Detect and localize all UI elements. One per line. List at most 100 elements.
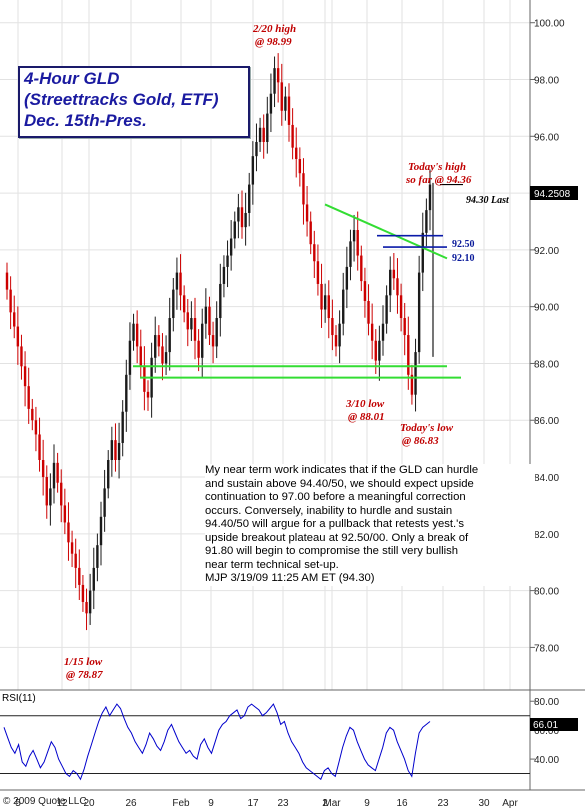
candle-body	[103, 488, 106, 517]
candle-body	[215, 318, 218, 347]
rsi-tick-label: 60.00	[534, 726, 559, 737]
candle-body	[327, 295, 330, 319]
candle-body	[197, 340, 200, 358]
candle-body	[193, 318, 197, 341]
candle-body	[9, 289, 12, 313]
candle-body	[305, 204, 309, 222]
candle-body	[128, 340, 132, 375]
x-tick-label: 9	[364, 798, 370, 809]
candle-body	[367, 300, 370, 324]
candle-body	[276, 68, 280, 83]
x-tick-label: Feb	[172, 798, 190, 809]
candle-body	[320, 283, 323, 310]
rsi-tick-label: 40.00	[534, 755, 559, 766]
candle-body	[5, 272, 9, 290]
commentary-line: upside breakout plateau at 92.50/00. Onl…	[205, 531, 469, 544]
candle-body	[132, 323, 135, 341]
commentary-line: continuation to 97.00 before a meaningfu…	[205, 491, 466, 503]
candle-body	[331, 318, 334, 336]
candle-body	[85, 601, 88, 614]
x-tick-label: 26	[125, 798, 137, 809]
x-tick-label: 12	[56, 798, 68, 809]
title-line-1: 4-Hour GLD	[24, 69, 120, 88]
candle-body	[237, 207, 240, 222]
candle-body	[56, 462, 59, 483]
x-tick-label: 23	[437, 798, 449, 809]
commentary-line: My near term work indicates that if the …	[205, 464, 479, 476]
y-tick-label: 88.00	[534, 359, 559, 370]
analyst-commentary: My near term work indicates that if the …	[205, 464, 535, 586]
candle-body	[96, 545, 99, 568]
trendlines	[133, 203, 461, 379]
candle-body	[179, 272, 182, 296]
candle-body	[255, 141, 258, 157]
commentary-line: 91.80 will begin to compromise the still…	[205, 545, 459, 557]
candle-body	[45, 477, 48, 506]
rsi-panel: 80.00 60.00 40.00	[0, 697, 559, 781]
candle-body	[251, 156, 255, 185]
candle-body	[240, 207, 244, 228]
candle-body	[316, 261, 320, 284]
candle-body	[262, 127, 265, 142]
candle-body	[345, 266, 349, 290]
x-tick-label: 20	[83, 798, 95, 809]
candle-body	[157, 335, 161, 347]
candle-body	[20, 346, 23, 367]
candle-body	[208, 306, 211, 336]
candle-body	[52, 462, 56, 489]
candle-body	[182, 295, 186, 313]
candle-body	[23, 366, 27, 387]
x-tick-label: Mar	[323, 798, 341, 809]
level-92-50-label: 92.50	[452, 239, 475, 250]
candle-body	[164, 352, 168, 364]
candle-body	[41, 460, 45, 478]
commentary-line: 94.40/50 will argue for a pullback that …	[205, 518, 464, 530]
candle-body	[425, 210, 428, 233]
y-tick-label: 92.00	[534, 246, 559, 257]
candle-body	[407, 335, 410, 375]
x-tick-label: 17	[247, 798, 259, 809]
candle-body	[219, 283, 222, 319]
y-tick-label: 82.00	[534, 530, 559, 541]
x-tick-label: Apr	[502, 798, 518, 809]
rsi-value: 66.01	[533, 720, 558, 731]
today-high-label: Today's high	[408, 161, 466, 173]
candle-body	[190, 318, 193, 330]
candle-body	[121, 411, 124, 443]
feb-high-label: 2/20 high	[252, 23, 296, 35]
candle-body	[99, 516, 103, 546]
y-tick-label: 90.00	[534, 303, 559, 314]
candle-body	[139, 346, 142, 367]
rsi-value-box	[530, 718, 578, 731]
candle-body	[143, 366, 146, 392]
candle-body	[226, 255, 229, 267]
axis-lines	[0, 0, 585, 791]
candle-body	[360, 255, 363, 282]
level-lines	[377, 183, 463, 248]
candle-body	[186, 312, 189, 330]
y-tick-label: 100.00	[534, 19, 565, 30]
candle-body	[295, 147, 298, 160]
x-tick-label: 16	[396, 798, 408, 809]
candle-body	[287, 96, 291, 125]
candle-body	[211, 335, 215, 347]
copyright: © 2009 Quote LLC	[3, 796, 87, 807]
commentary-line: and sustain above 94.40/50, we should ex…	[205, 477, 474, 490]
candle-body	[88, 590, 92, 614]
candle-body	[342, 289, 345, 324]
candle-body	[370, 323, 374, 341]
mar-low-value: @ 88.01	[348, 411, 385, 423]
title-line-2: (Streettracks Gold, ETF)	[24, 90, 219, 109]
candle-body	[154, 335, 157, 358]
candle-body	[414, 352, 417, 395]
candle-body	[16, 326, 20, 347]
title-line-3: Dec. 15th-Pres.	[24, 111, 147, 130]
today-high-value: so far @ 94.36	[405, 174, 472, 186]
candle-body	[291, 124, 294, 148]
jan-low-value: @ 78.87	[66, 669, 103, 681]
price-axis: 100.0098.0096.0094.0092.0090.0088.0086.0…	[530, 19, 565, 654]
candle-body	[49, 488, 52, 506]
commentary-signature: MJP 3/19/09 11:25 AM ET (94.30)	[205, 572, 375, 584]
price-box	[530, 186, 578, 200]
candle-body	[204, 306, 208, 324]
